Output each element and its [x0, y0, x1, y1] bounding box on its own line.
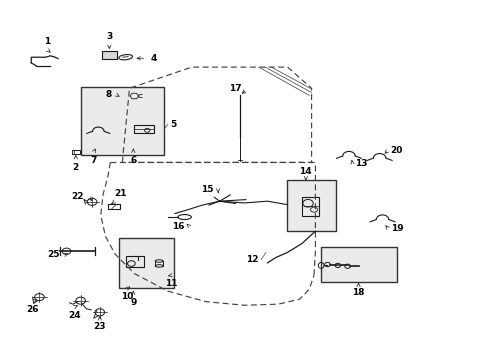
Text: 13: 13: [354, 158, 366, 167]
Text: 1: 1: [44, 37, 50, 46]
FancyBboxPatch shape: [81, 86, 164, 155]
Text: 8: 8: [105, 90, 111, 99]
Text: 7: 7: [90, 156, 97, 165]
Bar: [302, 197, 319, 216]
Text: 9: 9: [130, 298, 136, 307]
Text: 22: 22: [71, 193, 84, 202]
Text: 10: 10: [121, 292, 133, 301]
Text: 15: 15: [201, 185, 213, 194]
Text: 21: 21: [114, 189, 126, 198]
FancyBboxPatch shape: [119, 238, 174, 288]
Bar: [102, 51, 116, 59]
Text: 20: 20: [390, 145, 402, 154]
Text: 11: 11: [165, 279, 178, 288]
Text: 19: 19: [390, 224, 403, 233]
Text: 4: 4: [151, 54, 157, 63]
FancyBboxPatch shape: [321, 247, 396, 282]
Text: 25: 25: [47, 250, 60, 259]
Bar: [134, 125, 154, 133]
Text: 17: 17: [229, 85, 242, 94]
Text: 14: 14: [299, 167, 311, 176]
Text: 12: 12: [246, 255, 258, 264]
FancyBboxPatch shape: [286, 180, 335, 231]
Text: 5: 5: [170, 120, 176, 129]
Bar: [126, 256, 144, 267]
Text: 6: 6: [130, 156, 136, 165]
Text: 3: 3: [106, 32, 112, 41]
Text: 18: 18: [351, 288, 364, 297]
Text: 24: 24: [68, 311, 81, 320]
Text: 26: 26: [26, 305, 39, 314]
Bar: [108, 204, 120, 208]
Text: 2: 2: [73, 163, 79, 172]
Bar: [71, 150, 80, 154]
Text: 16: 16: [172, 222, 184, 231]
Text: 23: 23: [93, 322, 106, 331]
